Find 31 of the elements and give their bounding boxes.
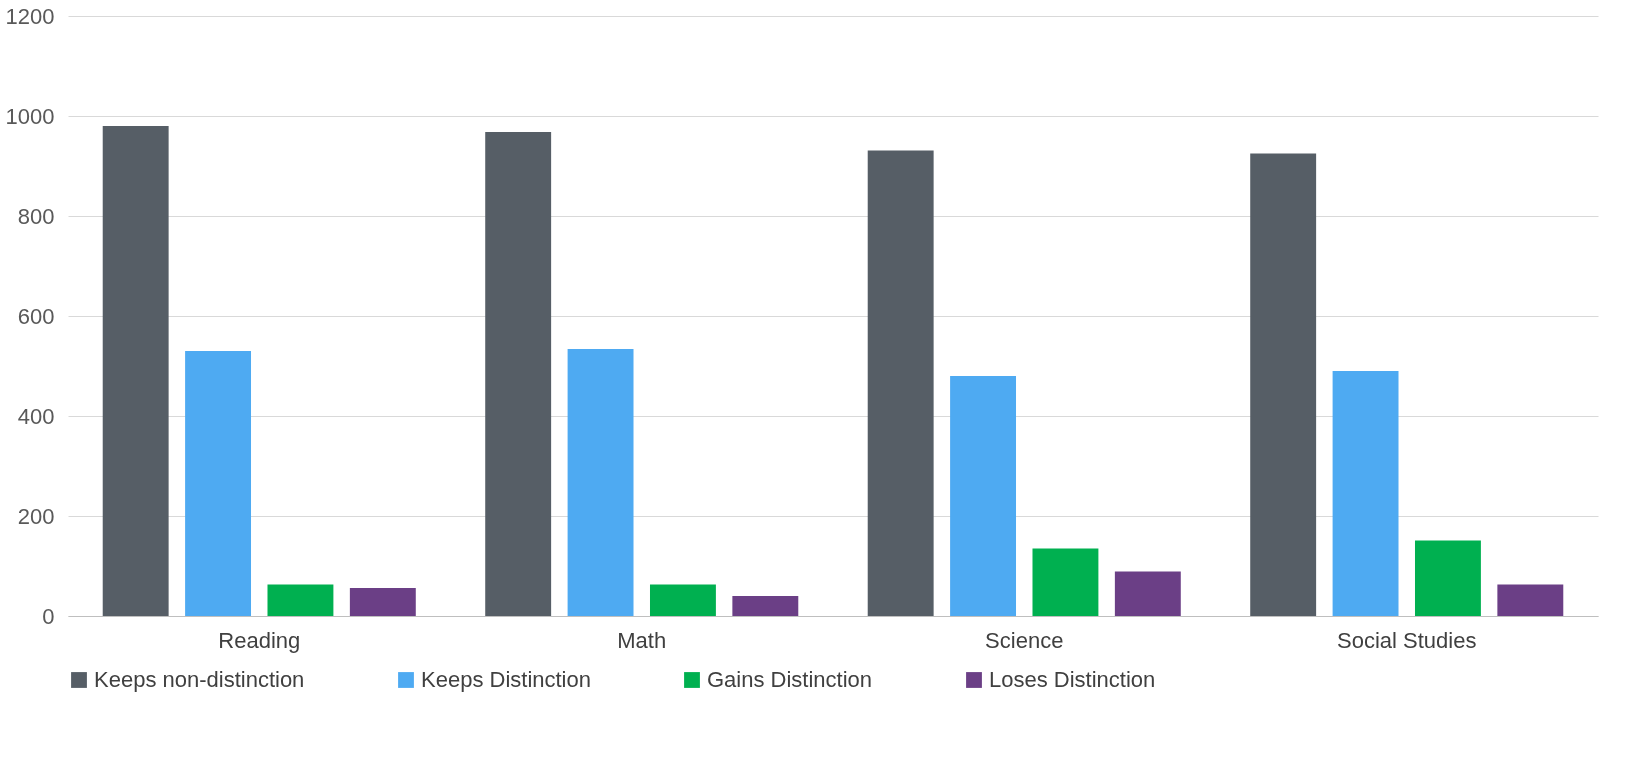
bar — [649, 584, 716, 616]
x-tick-label: Social Studies — [1337, 627, 1477, 653]
bar — [1332, 371, 1399, 616]
x-tick-label: Math — [617, 627, 667, 653]
bar — [950, 376, 1017, 616]
y-tick-label: 0 — [42, 603, 55, 629]
bar — [102, 126, 169, 616]
x-tick-label: Reading — [218, 627, 301, 653]
legend-label: Keeps Distinction — [421, 667, 591, 692]
bar — [867, 150, 934, 616]
bar — [1414, 540, 1481, 616]
bar — [1497, 584, 1564, 616]
bar — [1250, 153, 1317, 616]
y-tick-label: 600 — [17, 303, 55, 329]
y-tick-label: 1000 — [5, 103, 55, 129]
legend-label: Keeps non-distinction — [94, 667, 305, 692]
bar — [1032, 548, 1099, 616]
bar — [267, 584, 334, 616]
bar — [1114, 571, 1181, 616]
legend-label: Loses Distinction — [989, 667, 1156, 692]
bar — [185, 351, 252, 616]
bar — [567, 349, 634, 616]
y-tick-label: 400 — [17, 403, 55, 429]
bar — [732, 596, 799, 616]
bar — [485, 132, 552, 616]
bar — [349, 588, 416, 616]
legend-label: Gains Distinction — [707, 667, 873, 692]
x-tick-label: Science — [985, 627, 1064, 653]
y-tick-label: 200 — [17, 503, 55, 529]
y-tick-label: 1200 — [5, 3, 55, 29]
y-tick-label: 800 — [17, 203, 55, 229]
